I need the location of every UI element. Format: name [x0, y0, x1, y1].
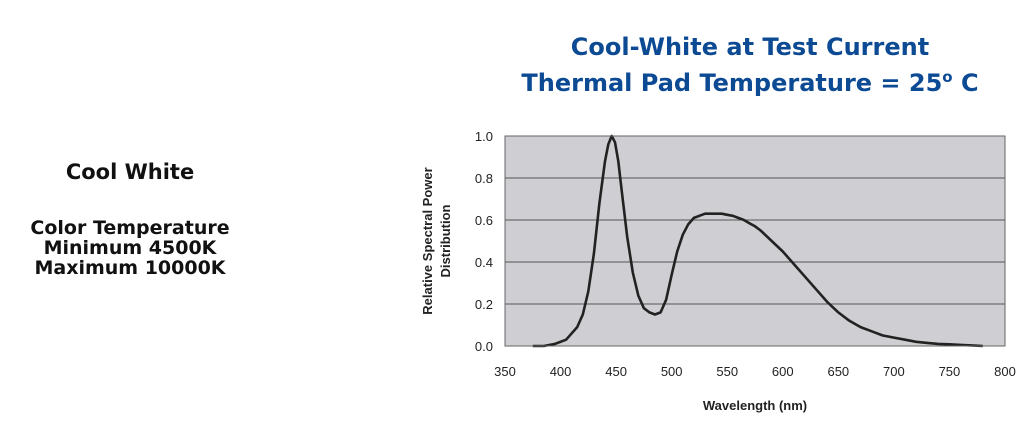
chart-title-line2: Thermal Pad Temperature = 25o C: [470, 62, 1024, 98]
y-axis-title-line1: Relative Spectral Power: [420, 167, 435, 314]
x-tick-label: 400: [550, 364, 572, 379]
spec-color-temperature: Color Temperature: [30, 217, 230, 239]
y-tick-label: 0.8: [475, 171, 493, 186]
chart-title-degree: o: [942, 68, 953, 86]
chart-title-line1: Cool-White at Test Current: [570, 33, 930, 61]
x-tick-label: 350: [494, 364, 516, 379]
y-tick-label: 1.0: [475, 129, 493, 144]
chart-title: Cool-White at Test Current Thermal Pad T…: [470, 32, 1024, 98]
spec-panel: Cool White Color Temperature Minimum 450…: [0, 160, 260, 278]
x-tick-label: 800: [994, 364, 1016, 379]
y-tick-label: 0.2: [475, 297, 493, 312]
chart-title-line2-tail: C: [952, 69, 979, 97]
spec-minimum: Minimum 4500K: [43, 237, 217, 259]
x-tick-label: 650: [827, 364, 849, 379]
y-tick-labels: 0.0 0.2 0.4 0.6 0.8 1.0: [475, 129, 493, 354]
x-tick-label: 550: [716, 364, 738, 379]
x-tick-labels: 350 400 450 500 550 600 650 700 750 800: [494, 364, 1016, 379]
y-axis-title-line2: Distribution: [438, 204, 453, 277]
y-tick-label: 0.0: [475, 339, 493, 354]
x-tick-label: 450: [605, 364, 627, 379]
x-axis-title: Wavelength (nm): [703, 398, 807, 413]
y-tick-label: 0.6: [475, 213, 493, 228]
plot-area: [505, 136, 1005, 346]
chart-title-line2-text: Thermal Pad Temperature = 25: [521, 69, 943, 97]
x-tick-label: 700: [883, 364, 905, 379]
x-tick-label: 750: [939, 364, 961, 379]
y-tick-label: 0.4: [475, 255, 493, 270]
x-tick-label: 600: [772, 364, 794, 379]
spec-heading: Cool White: [65, 160, 195, 184]
spec-maximum: Maximum 10000K: [34, 257, 226, 279]
plot-border: [504, 135, 1006, 347]
spectrum-line: [532, 134, 983, 348]
x-tick-label: 500: [661, 364, 683, 379]
